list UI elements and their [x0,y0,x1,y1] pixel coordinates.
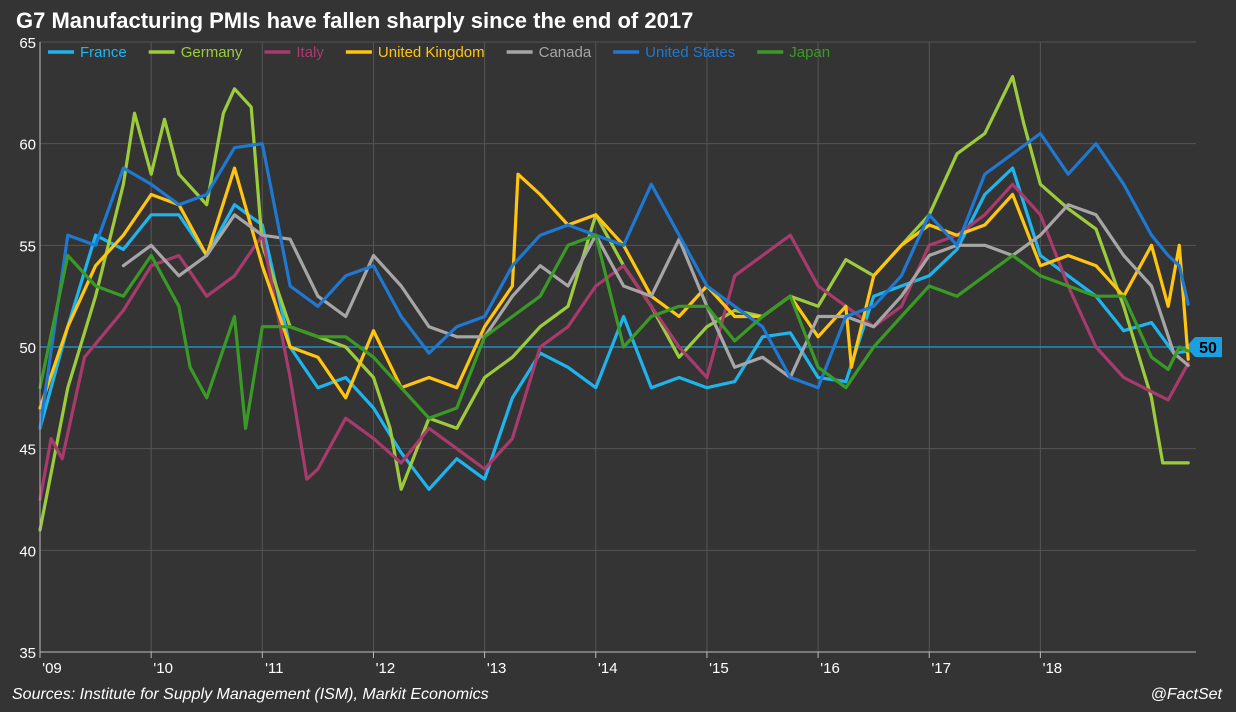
chart-title: G7 Manufacturing PMIs have fallen sharpl… [16,8,694,33]
legend-label: Italy [296,44,324,61]
reference-tag [1186,337,1222,357]
series-line-canada [121,203,1190,380]
x-tick-label: '11 [265,660,283,677]
series-line-japan [38,233,1190,430]
x-tick-label: '12 [376,660,396,677]
y-tick-label: 50 [19,340,36,357]
legend-label: Canada [539,44,592,61]
x-tick-label: '14 [598,660,618,677]
reference-tag-label: 50 [1199,340,1217,357]
y-tick-label: 35 [19,645,36,662]
legend-label: France [80,44,127,61]
y-tick-label: 55 [19,238,36,255]
x-tick-label: '18 [1043,660,1063,677]
y-tick-label: 40 [19,543,36,560]
x-tick-label: '16 [820,660,840,677]
x-tick-label: '09 [42,660,62,677]
series-line-germany [38,75,1190,532]
legend-label: United Kingdom [378,44,485,61]
credit-label: @FactSet [1150,686,1222,703]
x-tick-label: '17 [931,660,951,677]
x-tick-label: '13 [487,660,507,677]
series-line-united-states [38,131,1190,430]
legend: France Germany Italy United Kingdom Canada Un… [48,44,830,61]
y-tick-label: 65 [19,35,36,52]
series-line-france [38,166,1190,491]
source-note: Sources: Institute for Supply Management… [12,686,489,703]
x-tick-label: '10 [153,660,173,677]
series-line-united-kingdom [38,166,1190,410]
axes: 35 40 45 50 55 60 65 '09 '10 '11 '12 '13 '14 '15 '16 '1… [19,35,1196,677]
series-lines [38,75,1190,532]
x-tick-label: '15 [709,660,729,677]
legend-label: Germany [181,44,243,61]
y-tick-label: 60 [19,137,36,154]
legend-label: United States [645,44,735,61]
legend-label: Japan [789,44,830,61]
y-tick-label: 45 [19,442,36,459]
series-line-italy [38,182,1190,502]
